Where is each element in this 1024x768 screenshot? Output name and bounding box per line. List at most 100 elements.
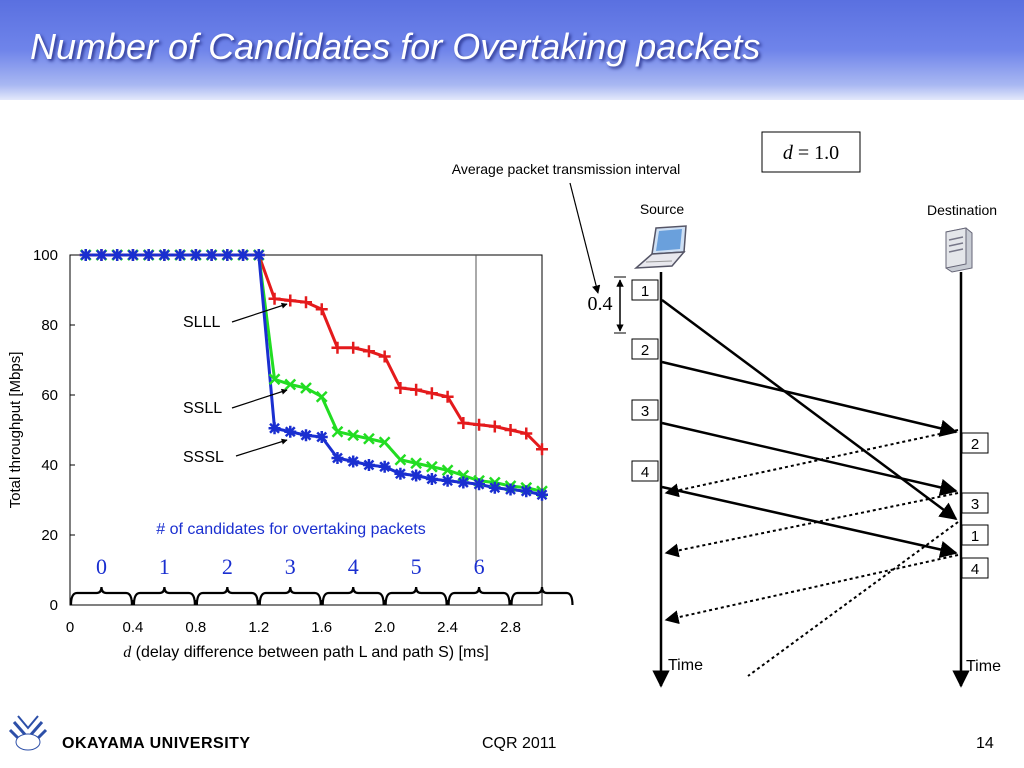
x-axis-variable: d <box>123 644 132 661</box>
candidate-count-label: 4 <box>348 554 359 579</box>
data-point-slll <box>315 303 328 316</box>
sent-packet-3-label: 3 <box>641 403 649 420</box>
conference-name: CQR 2011 <box>482 735 557 752</box>
series-line-ssll <box>85 253 543 493</box>
page-number: 14 <box>976 735 994 752</box>
data-point-sssl <box>111 249 124 261</box>
data-point-slll <box>268 292 281 305</box>
university-name: OKAYAMA UNIVERSITY <box>62 735 251 752</box>
data-point-slll <box>536 443 548 456</box>
data-point-slll <box>425 387 438 400</box>
received-packet-3: 3 <box>961 492 989 514</box>
source-time-label: Time <box>668 657 703 674</box>
slide-title: Number of Candidates for Overtaking pack… <box>30 26 761 67</box>
data-point-sssl <box>362 459 375 471</box>
interval-caption: Average packet transmission interval <box>452 161 681 177</box>
data-point-sssl <box>237 249 250 261</box>
data-point-sssl <box>142 249 155 261</box>
packet-2-arrow <box>661 360 958 437</box>
y-tick-label: 20 <box>41 527 58 544</box>
candidate-count-label: 6 <box>474 554 485 579</box>
candidate-brace <box>447 586 511 606</box>
packet-1-arrow <box>661 298 958 521</box>
data-point-sssl <box>457 476 470 489</box>
x-tick-label: 1.6 <box>311 619 332 636</box>
ack-4-arrow <box>664 554 959 625</box>
data-point-sssl <box>331 452 344 464</box>
ack-2-arrow <box>664 429 959 498</box>
data-point-ssll <box>363 432 375 445</box>
x-tick-label: 0 <box>66 619 74 636</box>
data-point-ssll <box>315 390 328 403</box>
sssl-pointer <box>235 438 288 457</box>
candidate-count-label: 3 <box>285 554 296 579</box>
data-point-sssl <box>473 478 486 491</box>
data-point-sssl <box>95 249 108 261</box>
data-point-sssl <box>410 469 423 482</box>
y-tick-label: 100 <box>33 247 58 264</box>
received-packet-4-label: 4 <box>971 561 979 578</box>
data-point-slll <box>362 345 375 358</box>
candidate-brace <box>258 586 322 606</box>
data-point-slll <box>441 390 454 403</box>
destination-time-label: Time <box>966 658 1001 675</box>
data-point-slll <box>520 427 533 440</box>
data-point-sssl <box>394 467 407 480</box>
data-point-sssl <box>300 429 312 442</box>
sent-packet-1: 1 <box>631 279 659 301</box>
data-point-sssl <box>158 249 171 261</box>
data-point-ssll <box>268 373 281 386</box>
candidate-brace <box>510 586 574 606</box>
candidate-count-label: 2 <box>222 554 233 579</box>
data-point-sssl <box>189 249 202 261</box>
data-point-ssll <box>425 460 438 473</box>
series-label-ssll: SSLL <box>183 400 222 417</box>
x-tick-label: 1.2 <box>248 619 269 636</box>
data-point-slll <box>284 294 297 307</box>
data-point-sssl <box>504 483 517 496</box>
data-point-slll <box>473 418 486 431</box>
x-tick-label: 0.4 <box>123 619 144 636</box>
data-point-sssl <box>174 249 187 261</box>
interval-pointer <box>569 182 601 294</box>
d-value-label: d = 1.0 <box>783 142 839 164</box>
data-point-slll <box>394 382 407 394</box>
data-point-sssl <box>536 488 548 501</box>
candidate-brace <box>195 586 259 606</box>
data-point-slll <box>488 420 501 433</box>
data-point-slll <box>504 424 517 436</box>
data-point-sssl <box>284 425 297 438</box>
x-axis-label: d (delay difference between path L and p… <box>123 644 489 661</box>
sent-packet-2: 2 <box>631 338 659 360</box>
data-point-sssl <box>221 249 234 261</box>
throughput-chart: 0 0.4 0.8 1.2 1.6 2.0 2.4 2.8 0 20 40 60 80 100 0 1 2 3 4… <box>7 247 574 661</box>
data-point-sssl <box>347 455 360 468</box>
x-tick-label: 0.8 <box>185 619 206 636</box>
packet-4-arrow <box>661 485 958 559</box>
university-logo <box>8 715 48 751</box>
candidate-braces: 0 1 2 3 4 5 6 <box>69 554 574 606</box>
candidate-brace <box>321 586 385 606</box>
series-lines <box>85 253 544 497</box>
data-point-ssll <box>378 436 391 449</box>
candidate-brace <box>69 586 134 606</box>
data-point-sssl <box>268 422 281 435</box>
data-point-ssll <box>331 425 344 438</box>
plot-frame <box>69 254 543 606</box>
series-label-sssl: SSSL <box>183 449 224 466</box>
sent-packet-3: 3 <box>631 399 659 421</box>
sent-packet-4-label: 4 <box>641 464 649 481</box>
ack-3-arrow <box>664 492 959 558</box>
x-axis-label-text: (delay difference between path L and pat… <box>131 644 489 661</box>
data-point-slll <box>300 296 312 309</box>
d-value-text: = 1.0 <box>793 142 839 164</box>
series-label-slll: SLLL <box>183 314 220 331</box>
data-point-sssl <box>126 249 139 261</box>
data-point-ssll <box>300 382 312 394</box>
data-point-sssl <box>378 460 391 473</box>
data-point-slll <box>457 417 470 429</box>
received-packet-1-label: 1 <box>971 528 979 545</box>
series-markers <box>79 249 548 501</box>
